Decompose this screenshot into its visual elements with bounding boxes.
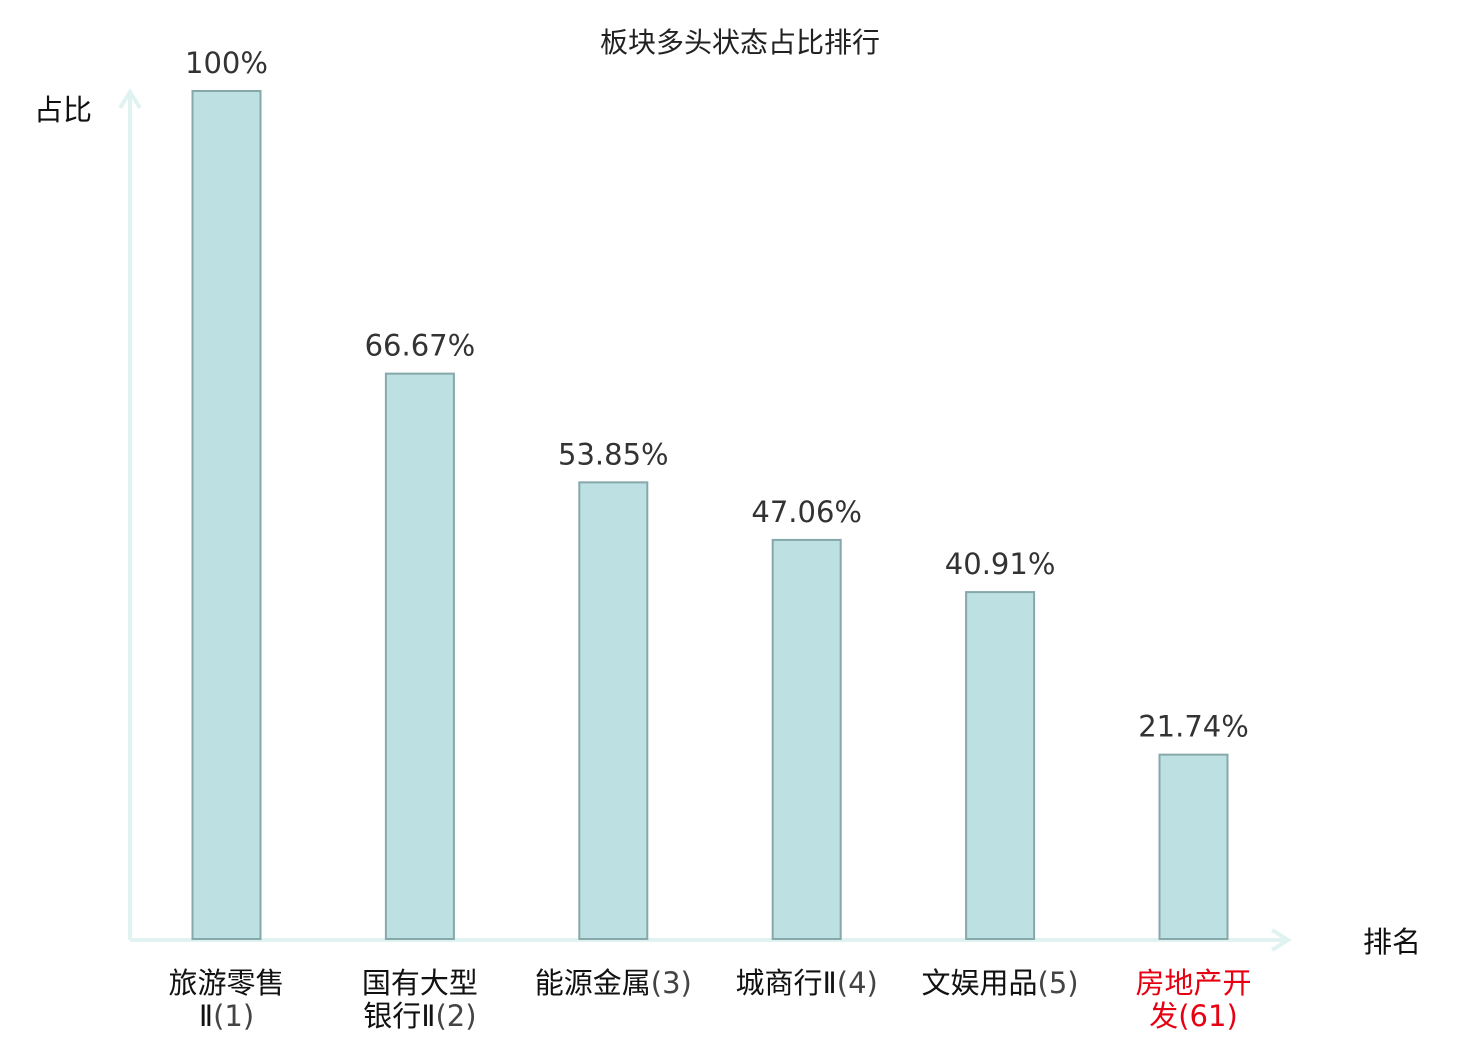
bar-3 (578, 481, 649, 940)
bar-2 (384, 372, 455, 940)
bar-4 (771, 538, 842, 940)
value-label-2: 66.67% (365, 329, 476, 363)
bar-6 (1158, 753, 1229, 940)
category-label-4: 城商行Ⅱ(4) (736, 966, 878, 1000)
x-axis-arrow-icon (1270, 928, 1292, 952)
category-label-line: 国有大型 (362, 966, 478, 1000)
value-label-4: 47.06% (751, 495, 862, 529)
x-axis-label: 排名 (1363, 925, 1421, 959)
category-label-1: 旅游零售 Ⅱ(1) (168, 966, 284, 1033)
y-axis-arrow-icon (118, 88, 142, 110)
category-label-3: 能源金属(3) (535, 966, 692, 1000)
category-label-line: 旅游零售 (168, 966, 284, 1000)
value-label-6: 21.74% (1138, 710, 1249, 744)
value-label-1: 100% (185, 46, 268, 80)
category-label-line: 房地产开 (1135, 966, 1251, 1000)
category-label-line: 文娱用品(5) (922, 966, 1079, 1000)
bars-group (191, 90, 1229, 940)
category-label-line: 能源金属(3) (535, 966, 692, 1000)
category-labels-group: 旅游零售 Ⅱ(1) 国有大型银行Ⅱ(2) 能源金属(3) 城商行Ⅱ(4) 文娱用品(5) 房… (168, 966, 1251, 1033)
value-labels-group: 100% 66.67% 53.85% 47.06% 40.91% 21.74% (185, 46, 1249, 744)
bar-1 (191, 90, 262, 940)
value-label-5: 40.91% (945, 547, 1056, 581)
category-label-line: 银行Ⅱ(2) (363, 999, 476, 1033)
bar-5 (965, 591, 1036, 940)
chart-title: 板块多头状态占比排行 (600, 26, 880, 59)
category-label-line: 城商行Ⅱ(4) (736, 966, 878, 1000)
category-label-5: 文娱用品(5) (922, 966, 1079, 1000)
category-label-line: 发(61) (1149, 999, 1238, 1033)
category-label-line: Ⅱ(1) (199, 999, 254, 1033)
y-axis-label: 占比 (34, 93, 92, 127)
value-label-3: 53.85% (558, 437, 669, 471)
category-label-2: 国有大型银行Ⅱ(2) (362, 966, 478, 1033)
category-label-6: 房地产开发(61) (1135, 966, 1251, 1033)
